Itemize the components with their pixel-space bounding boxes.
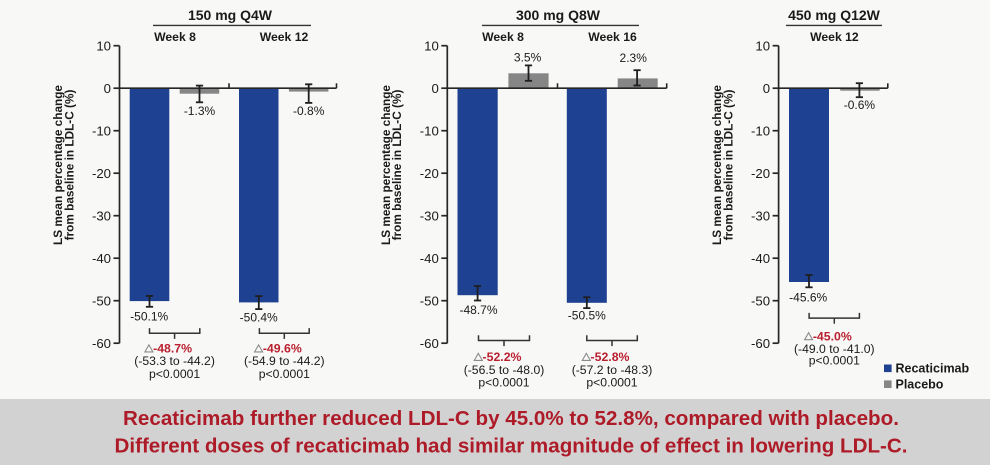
svg-text:2.3%: 2.3% xyxy=(620,51,648,65)
svg-text:p<0.0001: p<0.0001 xyxy=(586,375,637,389)
svg-text:from baseline in LDL-C (%): from baseline in LDL-C (%) xyxy=(390,90,404,241)
svg-text:-50.5%: -50.5% xyxy=(568,309,606,323)
svg-text:-60: -60 xyxy=(92,336,111,351)
svg-text:Recaticimab further reduced LD: Recaticimab further reduced LDL-C by 45.… xyxy=(123,407,899,430)
svg-text:-52.8%: -52.8% xyxy=(591,350,630,364)
svg-text:(-56.5 to -48.0): (-56.5 to -48.0) xyxy=(464,363,545,377)
svg-text:p<0.0001: p<0.0001 xyxy=(149,367,200,381)
svg-text:-10: -10 xyxy=(420,123,439,138)
svg-text:from baseline in LDL-C (%): from baseline in LDL-C (%) xyxy=(62,90,76,241)
svg-text:-45.0%: -45.0% xyxy=(813,329,852,343)
svg-text:-10: -10 xyxy=(92,123,111,138)
svg-text:from baseline in LDL-C (%): from baseline in LDL-C (%) xyxy=(722,90,736,241)
svg-text:-20: -20 xyxy=(92,166,111,181)
svg-text:-48.7%: -48.7% xyxy=(459,303,497,317)
svg-text:Placebo: Placebo xyxy=(896,378,944,392)
svg-text:-60: -60 xyxy=(751,336,770,351)
svg-text:(-49.0 to -41.0): (-49.0 to -41.0) xyxy=(794,342,875,356)
svg-text:(-57.2 to -48.3): (-57.2 to -48.3) xyxy=(572,363,653,377)
svg-text:3.5%: 3.5% xyxy=(514,51,542,65)
svg-text:300 mg Q8W: 300 mg Q8W xyxy=(516,7,601,23)
svg-text:-0.8%: -0.8% xyxy=(293,104,325,118)
svg-text:450 mg Q12W: 450 mg Q12W xyxy=(788,7,881,23)
svg-text:-50.1%: -50.1% xyxy=(130,310,168,324)
svg-text:-20: -20 xyxy=(420,166,439,181)
svg-text:-50: -50 xyxy=(751,293,770,308)
svg-text:Week 8: Week 8 xyxy=(154,30,196,44)
svg-text:10: 10 xyxy=(424,38,439,53)
svg-text:-40: -40 xyxy=(420,251,439,266)
svg-text:(-54.9 to -44.2): (-54.9 to -44.2) xyxy=(244,354,325,368)
svg-text:-48.7%: -48.7% xyxy=(153,342,192,356)
svg-text:Recaticimab: Recaticimab xyxy=(896,362,970,376)
svg-text:-40: -40 xyxy=(92,251,111,266)
svg-text:-50.4%: -50.4% xyxy=(240,310,278,324)
svg-text:-30: -30 xyxy=(751,208,770,223)
svg-text:150 mg Q4W: 150 mg Q4W xyxy=(188,7,273,23)
svg-text:-30: -30 xyxy=(92,208,111,223)
svg-text:-50: -50 xyxy=(92,293,111,308)
svg-text:0: 0 xyxy=(431,81,438,96)
svg-text:(-53.3 to -44.2): (-53.3 to -44.2) xyxy=(134,354,215,368)
svg-text:-20: -20 xyxy=(751,166,770,181)
svg-text:-50: -50 xyxy=(420,293,439,308)
svg-text:p<0.0001: p<0.0001 xyxy=(809,353,860,367)
svg-text:-49.6%: -49.6% xyxy=(263,342,302,356)
svg-text:p<0.0001: p<0.0001 xyxy=(259,367,310,381)
svg-text:-30: -30 xyxy=(420,208,439,223)
svg-text:LS mean percentage change: LS mean percentage change xyxy=(379,85,393,245)
svg-text:-60: -60 xyxy=(420,336,439,351)
svg-text:Week 12: Week 12 xyxy=(810,30,859,44)
svg-text:Week 12: Week 12 xyxy=(260,30,309,44)
svg-text:-0.6%: -0.6% xyxy=(844,98,876,112)
svg-text:10: 10 xyxy=(96,38,111,53)
svg-text:-10: -10 xyxy=(751,123,770,138)
svg-text:Week 8: Week 8 xyxy=(482,30,524,44)
svg-text:p<0.0001: p<0.0001 xyxy=(478,375,529,389)
svg-text:-52.2%: -52.2% xyxy=(483,350,522,364)
svg-text:Week 16: Week 16 xyxy=(588,30,637,44)
svg-text:LS mean percentage change: LS mean percentage change xyxy=(51,85,65,245)
svg-text:-1.3%: -1.3% xyxy=(184,104,216,118)
svg-text:0: 0 xyxy=(763,81,770,96)
svg-text:Different doses of recaticimab: Different doses of recaticimab had simil… xyxy=(115,434,908,457)
svg-text:0: 0 xyxy=(104,81,111,96)
svg-text:10: 10 xyxy=(755,38,770,53)
svg-text:-40: -40 xyxy=(751,251,770,266)
svg-text:-45.6%: -45.6% xyxy=(789,290,827,304)
svg-text:LS mean percentage change: LS mean percentage change xyxy=(710,85,724,245)
